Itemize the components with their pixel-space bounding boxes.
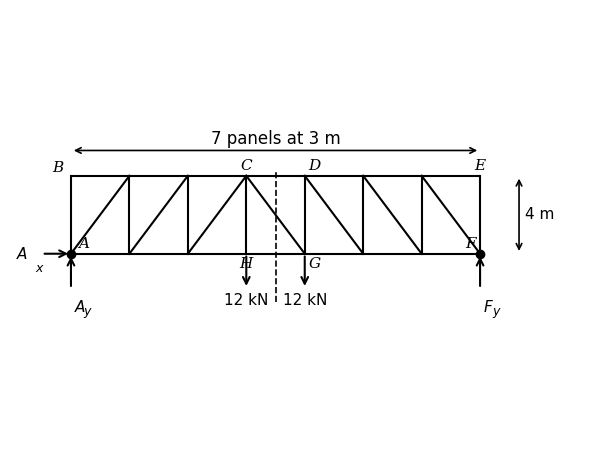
Text: $x$: $x$ [35, 261, 45, 274]
Text: 12 kN: 12 kN [283, 293, 327, 308]
Text: $A$: $A$ [74, 299, 86, 315]
Text: C: C [241, 159, 252, 173]
Text: 12 kN: 12 kN [224, 293, 268, 308]
Text: $F$: $F$ [483, 299, 494, 315]
Text: A: A [78, 237, 88, 251]
Text: $y$: $y$ [83, 306, 93, 320]
Text: B: B [52, 161, 63, 175]
Text: $y$: $y$ [491, 306, 502, 320]
Text: 4 m: 4 m [525, 207, 554, 222]
Text: E: E [474, 159, 486, 173]
Text: H: H [240, 257, 253, 271]
Text: G: G [309, 257, 321, 271]
Text: 7 panels at 3 m: 7 panels at 3 m [211, 130, 340, 148]
Text: D: D [309, 159, 321, 173]
Text: $A$: $A$ [16, 246, 28, 262]
Text: F: F [466, 237, 476, 251]
